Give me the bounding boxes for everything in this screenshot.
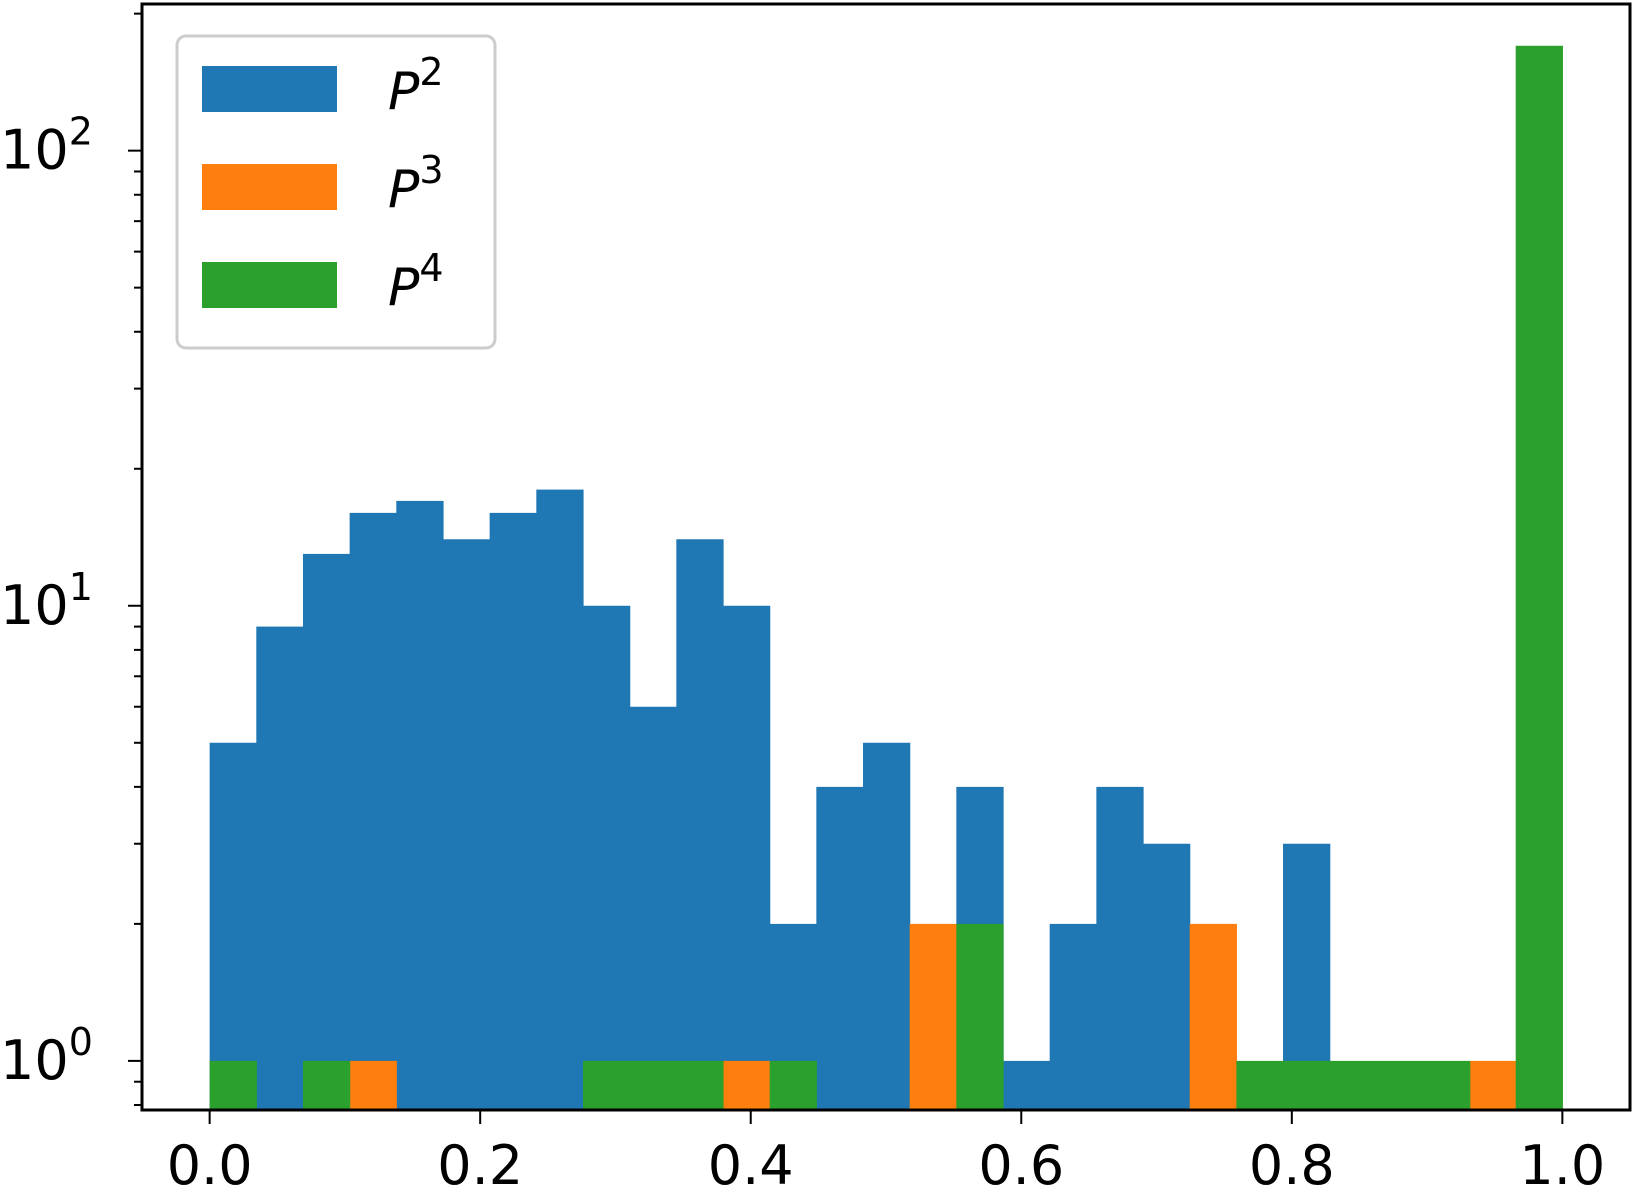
x-tick-label: 0.4 (708, 1134, 794, 1192)
bar-series2-bin-10 (676, 539, 724, 1110)
bar-series2-bin-14 (863, 742, 911, 1110)
bar-series4-bin-8 (582, 1060, 631, 1110)
bar-series3-bin-3 (349, 1060, 397, 1110)
y-tick-label: 100 (0, 1020, 93, 1092)
bar-series4-bin-16 (956, 923, 1004, 1110)
y-axis: 100 101 102 (0, 12, 142, 1106)
bar-series4-bin-25 (1376, 1060, 1424, 1110)
bar-series3-bin-15 (909, 923, 957, 1110)
x-tick-label: 0.0 (167, 1134, 253, 1192)
legend: P2 P3 P4 (175, 34, 497, 350)
bar-series4-bin-10 (676, 1060, 724, 1110)
bar-series3-bin-27 (1469, 1060, 1517, 1110)
bar-series2-bin-17 (1003, 1060, 1051, 1110)
bar-series2-bin-7 (536, 489, 584, 1111)
x-tick-label: 0.8 (1249, 1134, 1335, 1192)
bar-series2-bin-5 (442, 539, 491, 1110)
legend-label-2: P2 (388, 50, 444, 122)
bar-series2-bin-20 (1143, 843, 1191, 1110)
legend-label-3: P3 (388, 148, 444, 220)
bar-series4-bin-23 (1283, 1060, 1331, 1110)
bar-series2-bin-4 (396, 500, 444, 1110)
bar-series4-bin-22 (1236, 1060, 1284, 1110)
bar-series4-bin-12 (769, 1060, 817, 1110)
bar-series2-bin-2 (302, 553, 351, 1110)
plot-frame (140, 2, 1632, 1112)
bar-series2-bin-9 (629, 706, 677, 1110)
y-tick-label: 101 (0, 565, 93, 637)
bar-series2-bin-3 (349, 512, 397, 1110)
bar-series2-bin-13 (816, 786, 864, 1110)
bar-series2-bin-19 (1096, 786, 1144, 1110)
bar-series4-bin-24 (1329, 1060, 1377, 1110)
legend-swatch-2 (202, 66, 337, 112)
x-tick-label: 0.6 (978, 1134, 1064, 1192)
legend-swatch-3 (202, 164, 337, 210)
bar-series2-bin-6 (489, 512, 537, 1110)
bar-series2-bin-0 (209, 742, 257, 1110)
bar-series2-bin-18 (1049, 923, 1097, 1110)
bar-series4-bin-2 (302, 1060, 351, 1110)
bars-layer (209, 45, 1563, 1111)
bar-series2-bin-8 (582, 605, 631, 1110)
x-axis: 0.0 0.2 0.4 0.6 0.8 1.0 (167, 1110, 1605, 1192)
x-tick-label: 1.0 (1519, 1134, 1605, 1192)
legend-label-4: P4 (388, 246, 444, 318)
bar-series4-bin-9 (629, 1060, 677, 1110)
bar-series4-bin-28 (1515, 45, 1563, 1110)
bar-series3-bin-21 (1189, 923, 1237, 1110)
legend-swatch-4 (202, 262, 337, 308)
y-tick-label: 102 (0, 110, 93, 182)
bar-series2-bin-1 (256, 626, 304, 1110)
x-tick-label: 0.2 (437, 1134, 523, 1192)
bar-series4-bin-26 (1423, 1060, 1471, 1110)
bar-series2-bin-11 (723, 605, 771, 1110)
bar-series4-bin-0 (209, 1060, 257, 1110)
bar-series3-bin-11 (723, 1060, 771, 1110)
